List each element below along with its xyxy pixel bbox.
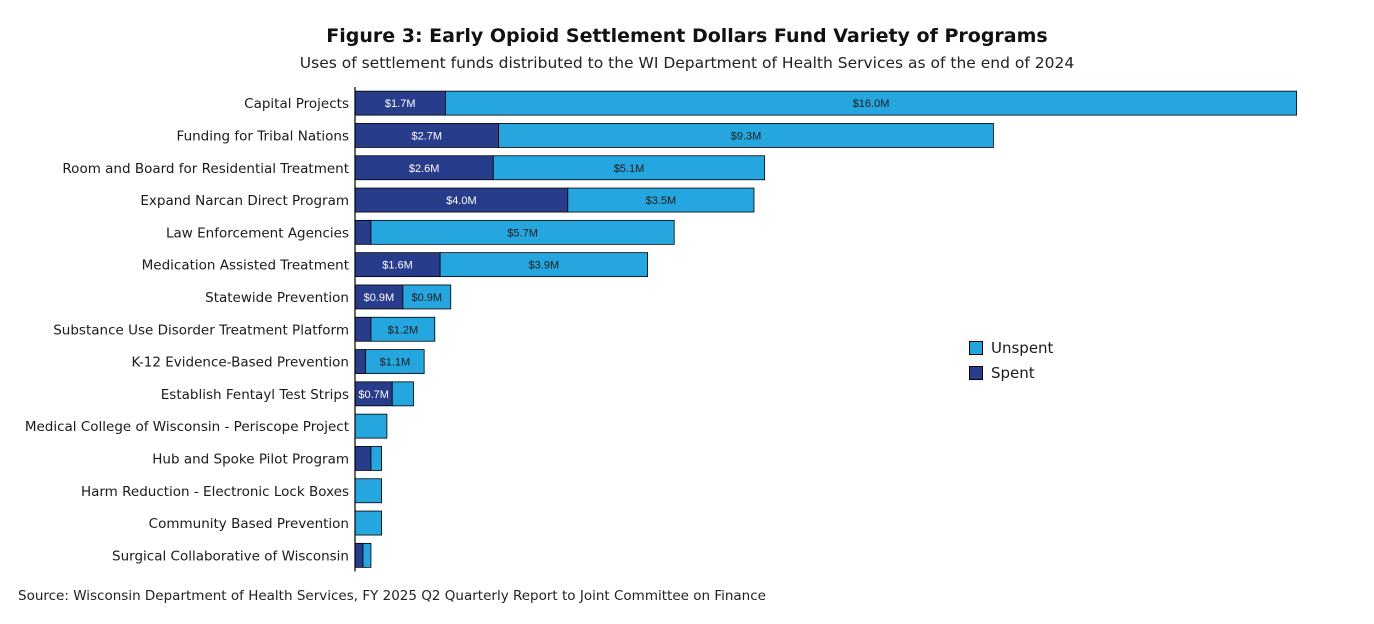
category-label: Establish Fentayl Test Strips bbox=[161, 387, 349, 403]
legend-item-spent: Spent bbox=[969, 360, 1053, 385]
data-label-unspent: $1.1M bbox=[380, 357, 411, 369]
bar-unspent bbox=[354, 510, 383, 536]
bar-spent bbox=[354, 123, 500, 148]
category-label: Funding for Tribal Nations bbox=[177, 128, 349, 144]
bar-spent bbox=[354, 187, 569, 213]
bar-spent bbox=[354, 316, 372, 342]
bar-unspent bbox=[492, 155, 766, 181]
legend-label-spent: Spent bbox=[991, 363, 1035, 382]
data-label-unspent: $3.5M bbox=[646, 195, 677, 207]
data-label-spent: $0.7M bbox=[358, 389, 389, 401]
data-label-unspent: $0.9M bbox=[412, 292, 443, 304]
category-label: Community Based Prevention bbox=[149, 516, 349, 532]
category-label: Capital Projects bbox=[244, 96, 349, 112]
legend-label-unspent: Unspent bbox=[991, 338, 1054, 357]
bar-unspent bbox=[354, 413, 388, 439]
source-note: Source: Wisconsin Department of Health S… bbox=[18, 588, 766, 604]
bar-unspent bbox=[370, 219, 675, 245]
chart-title: Figure 3: Early Opioid Settlement Dollar… bbox=[326, 25, 1048, 47]
data-label-unspent: $5.1M bbox=[614, 163, 645, 175]
category-label: Substance Use Disorder Treatment Platfor… bbox=[53, 322, 349, 338]
category-label: Harm Reduction - Electronic Lock Boxes bbox=[81, 484, 349, 500]
data-label-spent: $0.9M bbox=[364, 292, 395, 304]
legend-swatch-unspent bbox=[969, 340, 983, 355]
category-label: Surgical Collaborative of Wisconsin bbox=[112, 548, 349, 564]
category-label: Expand Narcan Direct Program bbox=[140, 193, 349, 209]
bar-spent bbox=[354, 90, 446, 116]
bar-unspent bbox=[391, 381, 414, 407]
data-label-unspent: $5.7M bbox=[507, 227, 538, 239]
bar-unspent bbox=[365, 349, 425, 374]
bar-unspent bbox=[362, 542, 372, 568]
category-label: Medical College of Wisconsin - Periscope… bbox=[25, 419, 349, 435]
data-label-spent: $1.7M bbox=[385, 98, 416, 110]
bar-spent bbox=[354, 219, 372, 245]
bar-spent bbox=[354, 381, 393, 407]
data-label-unspent: $3.9M bbox=[529, 260, 560, 272]
bar-spent bbox=[354, 349, 367, 374]
data-label-spent: $1.6M bbox=[382, 260, 413, 272]
bar-unspent bbox=[402, 284, 452, 310]
bar-unspent bbox=[370, 316, 436, 342]
data-label-spent: $2.6M bbox=[409, 163, 440, 175]
bar-unspent bbox=[567, 187, 755, 213]
data-label-unspent: $16.0M bbox=[853, 98, 890, 110]
category-label: Hub and Spoke Pilot Program bbox=[152, 451, 349, 467]
bar-spent bbox=[354, 446, 372, 471]
legend-swatch-spent bbox=[969, 365, 983, 380]
data-label-unspent: $9.3M bbox=[731, 130, 762, 142]
chart-subtitle: Uses of settlement funds distributed to … bbox=[299, 54, 1075, 72]
data-label-unspent: $1.2M bbox=[388, 324, 419, 336]
bar-unspent bbox=[354, 478, 383, 504]
data-label-spent: $2.7M bbox=[412, 130, 443, 142]
bar-unspent bbox=[498, 123, 994, 148]
category-label: Statewide Prevention bbox=[205, 290, 349, 306]
legend: Unspent Spent bbox=[969, 335, 1053, 385]
category-label: Medication Assisted Treatment bbox=[142, 258, 349, 274]
data-label-spent: $4.0M bbox=[446, 195, 477, 207]
bar-unspent bbox=[439, 252, 648, 278]
bar-unspent bbox=[370, 446, 382, 471]
bar-unspent bbox=[445, 90, 1298, 116]
legend-item-unspent: Unspent bbox=[969, 335, 1053, 360]
bar-spent bbox=[354, 542, 364, 568]
bar-spent bbox=[354, 284, 404, 310]
category-label: Room and Board for Residential Treatment bbox=[62, 161, 349, 177]
category-label: K-12 Evidence-Based Prevention bbox=[131, 355, 349, 371]
bar-spent bbox=[354, 155, 494, 181]
category-label: Law Enforcement Agencies bbox=[166, 225, 349, 241]
